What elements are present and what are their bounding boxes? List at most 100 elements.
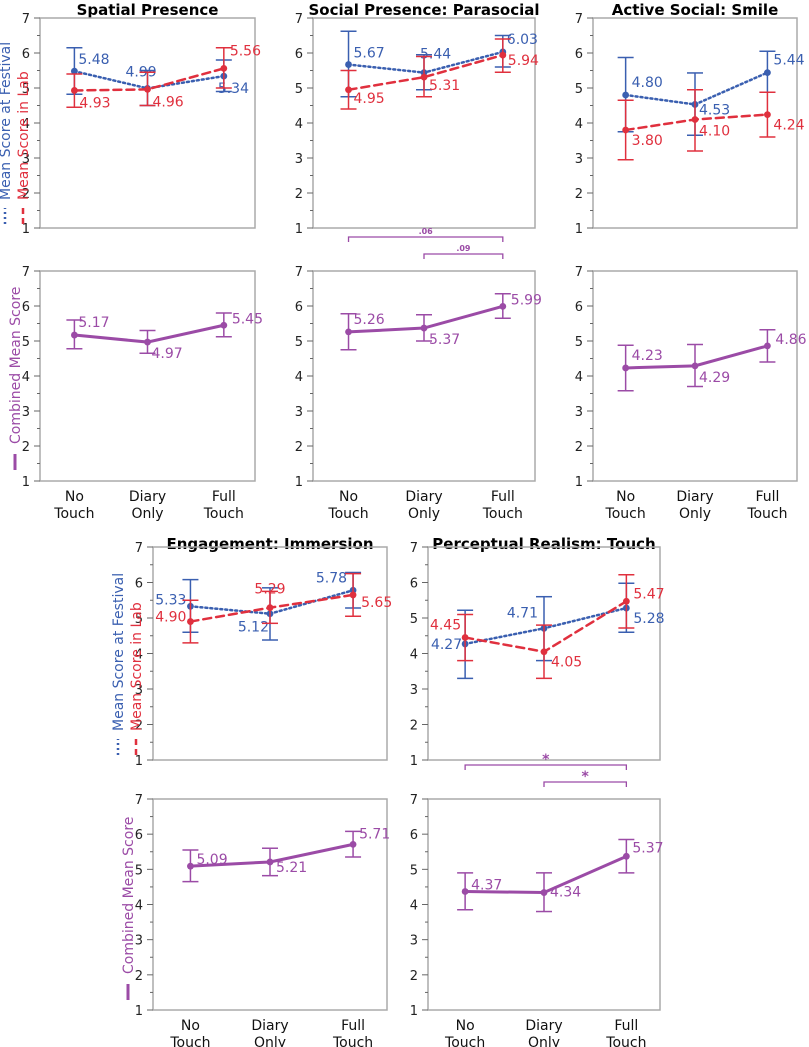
x-category-label: Full Touch — [605, 1018, 646, 1047]
lab-data-label: 4.96 — [153, 94, 184, 110]
y-tick-label: 1 — [575, 222, 583, 237]
y-tick-label: 4 — [135, 899, 143, 914]
y-tick-label: 7 — [295, 12, 303, 27]
y-tick-label: 5 — [575, 335, 583, 350]
y-tick-label: 6 — [410, 577, 418, 592]
y-tick-label: 2 — [575, 187, 583, 202]
x-category-label: Diary Only — [525, 1018, 562, 1047]
significance-bracket — [464, 764, 628, 770]
y-tick-label: 1 — [575, 475, 583, 490]
y-tick-label: 5 — [22, 82, 30, 97]
combined-data-label: 5.99 — [511, 292, 542, 308]
y-tick-label: 6 — [135, 828, 143, 843]
combined-data-label: 4.97 — [152, 346, 183, 362]
y-tick-label: 1 — [135, 754, 143, 769]
y-tick-label: 3 — [410, 934, 418, 949]
lab-data-label: 4.24 — [773, 118, 804, 134]
y-tick-label: 5 — [22, 335, 30, 350]
combined-data-label: 5.09 — [196, 852, 227, 868]
lab-data-point — [144, 86, 151, 93]
festival-data-label: 5.28 — [633, 611, 664, 627]
y-tick-label: 5 — [410, 612, 418, 627]
y-tick-label: 7 — [135, 793, 143, 808]
chart-title: Social Presence: Parasocial — [308, 1, 539, 19]
chart-4-bottom-panel: 1 2 3 4 5 6 7 5.09 5.21 5.71 No Touch Diary Only Full T… — [135, 793, 391, 1047]
festival-data-label: 5.48 — [78, 52, 109, 68]
festival-data-label: 4.27 — [431, 637, 462, 653]
y-tick-label: 1 — [410, 754, 418, 769]
lab-data-label: 5.94 — [508, 53, 539, 69]
combined-axis-label: Combined Mean Score — [8, 287, 24, 444]
combined-data-label: 5.21 — [276, 860, 307, 876]
lab-data-point — [499, 51, 507, 59]
lab-data-point — [540, 648, 548, 656]
chart-2-bottom-panel: 1 2 3 4 5 6 7 5.26 5.37 5.99 .06 .09 No Touch Diary Onl… — [295, 227, 542, 522]
lab-data-point — [220, 65, 228, 72]
x-category-label: No Touch — [444, 1018, 485, 1047]
festival-data-label: 4.53 — [699, 102, 730, 118]
festival-data-label: 4.80 — [632, 75, 663, 91]
festival-axis-label: Mean Score at Festival — [0, 42, 14, 200]
combined-data-label: 4.23 — [632, 348, 663, 364]
combined-data-point — [622, 852, 630, 860]
combined-data-label: 5.37 — [429, 332, 460, 348]
lab-data-label: 4.90 — [155, 610, 186, 626]
y-tick-label: 2 — [295, 440, 303, 455]
festival-data-point — [71, 67, 78, 75]
chart-3-top-panel: 1 2 3 4 5 6 7 4.80 4.53 5.44 3.80 4.10 4.24 — [575, 12, 805, 237]
lab-data-point — [345, 86, 352, 94]
lab-series-line — [347, 53, 505, 91]
festival-data-label: 5.44 — [420, 47, 451, 63]
y-tick-label: 6 — [22, 300, 30, 315]
combined-data-label: 4.34 — [550, 885, 581, 901]
lab-axis-label: Mean Score in Lab — [16, 71, 32, 200]
x-category-label: Full Touch — [746, 489, 787, 522]
chart-5-bottom-panel: 1 2 3 4 5 6 7 4.37 4.34 5.37 * * No Touch Diary Only Ful… — [410, 752, 664, 1047]
y-tick-label: 7 — [410, 793, 418, 808]
lab-data-label: 4.45 — [430, 618, 461, 634]
y-tick-label: 3 — [295, 405, 303, 420]
chart-4-top-panel: 1 2 3 4 5 6 7 5.33 5.12 5.78 4.90 5.29 5.65 — [135, 541, 393, 769]
festival-data-point — [622, 91, 630, 99]
significance-label: * — [542, 752, 550, 768]
lab-data-label: 4.05 — [551, 655, 582, 671]
x-category-label: No Touch — [169, 1018, 210, 1047]
lab-data-point — [461, 634, 469, 641]
y-tick-label: 4 — [295, 370, 303, 385]
y-tick-label: 7 — [575, 12, 583, 27]
lab-data-label: 5.29 — [254, 582, 285, 598]
combined-data-label: 4.29 — [699, 370, 730, 386]
combined-data-label: 5.37 — [632, 840, 663, 856]
y-tick-label: 3 — [22, 152, 30, 167]
significance-bracket — [423, 253, 504, 259]
lab-data-label: 5.65 — [361, 595, 392, 611]
lab-data-point — [622, 126, 630, 134]
y-tick-label: 4 — [295, 117, 303, 132]
lab-data-point — [622, 597, 630, 605]
chart-2-top-panel: 1 2 3 4 5 6 7 5.67 5.44 6.03 4.95 5.31 5.94 — [295, 12, 539, 237]
combined-axis-label: Combined Mean Score — [121, 817, 137, 974]
lab-data-label: 4.95 — [354, 91, 385, 107]
y-tick-label: 5 — [295, 82, 303, 97]
y-tick-label: 7 — [22, 265, 30, 280]
y-tick-label: 6 — [575, 47, 583, 62]
significance-bracket — [347, 236, 504, 242]
significance-bracket — [543, 781, 628, 787]
y-tick-label: 1 — [410, 1004, 418, 1019]
chart-title: Spatial Presence — [77, 1, 219, 19]
combined-data-point — [622, 364, 630, 372]
festival-data-label: 6.03 — [507, 32, 538, 48]
lab-data-label: 5.56 — [230, 43, 261, 59]
y-tick-label: 7 — [410, 541, 418, 556]
lab-data-label: 4.10 — [699, 124, 730, 140]
lab-data-point — [764, 111, 771, 118]
festival-data-label: 5.67 — [354, 46, 385, 62]
x-category-label: Diary Only — [405, 489, 442, 522]
y-tick-label: 4 — [135, 648, 143, 663]
y-tick-label: 7 — [575, 265, 583, 280]
festival-data-point — [345, 61, 352, 68]
chart-5-top-panel: 1 2 3 4 5 6 7 4.27 4.71 5.28 4.45 4.05 5.47 — [410, 541, 665, 769]
